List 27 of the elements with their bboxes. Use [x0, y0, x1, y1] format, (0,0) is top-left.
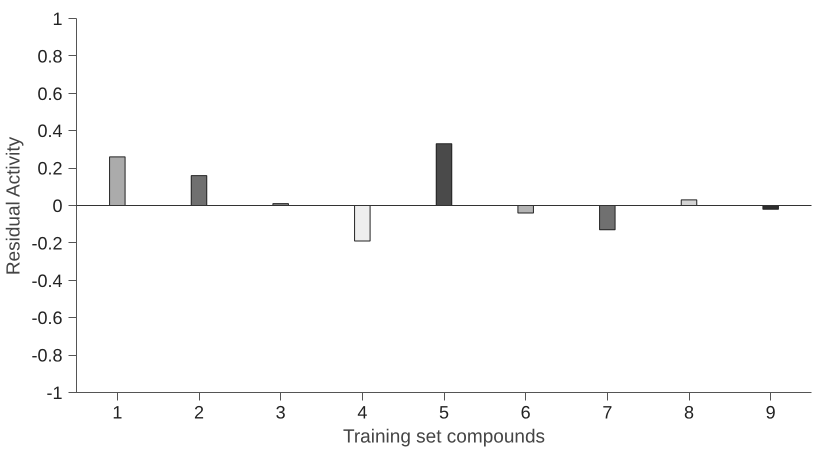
- x-tick-label: 3: [276, 402, 286, 422]
- x-tick-label: 5: [438, 402, 450, 422]
- y-tick-label: 0: [52, 196, 63, 216]
- y-tick-label: -1: [46, 383, 63, 403]
- bar: [190, 175, 208, 206]
- y-tick-label: 0.6: [37, 84, 63, 104]
- bar: [599, 205, 616, 230]
- y-tick-label: -0.8: [31, 346, 63, 366]
- bar: [109, 156, 126, 206]
- x-axis-title: Training set compounds: [342, 426, 546, 448]
- y-tick-label: -0.2: [31, 233, 63, 254]
- x-tick-label: 6: [520, 402, 531, 422]
- x-tick-label: 7: [602, 402, 612, 422]
- y-tick-label: 1: [52, 9, 63, 29]
- y-tick-label: -0.6: [31, 308, 63, 328]
- y-tick-label: 0.8: [37, 46, 63, 66]
- x-tick-label: 2: [194, 402, 204, 422]
- y-axis-title: Residual Activity: [3, 136, 24, 276]
- y-tick-label: 0.4: [37, 121, 63, 142]
- bar: [436, 143, 452, 206]
- y-tick-label: -0.4: [31, 270, 63, 291]
- x-tick-label: 4: [357, 402, 368, 422]
- y-tick-label: 0.2: [37, 158, 63, 179]
- x-tick-label: 1: [112, 402, 122, 422]
- bar: [354, 205, 371, 242]
- x-tick-label: 9: [766, 402, 776, 422]
- x-tick-label: 8: [684, 402, 694, 422]
